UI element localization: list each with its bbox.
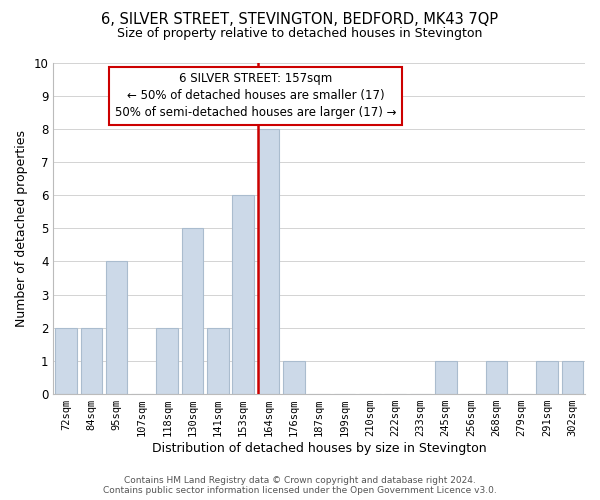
Bar (536, 361, 558, 394)
Text: Contains HM Land Registry data © Crown copyright and database right 2024.
Contai: Contains HM Land Registry data © Crown c… (103, 476, 497, 495)
Y-axis label: Number of detached properties: Number of detached properties (15, 130, 28, 327)
X-axis label: Distribution of detached houses by size in Stevington: Distribution of detached houses by size … (152, 442, 487, 455)
Bar (485, 361, 507, 394)
Bar (55, 328, 77, 394)
Bar (80, 328, 102, 394)
Text: 6, SILVER STREET, STEVINGTON, BEDFORD, MK43 7QP: 6, SILVER STREET, STEVINGTON, BEDFORD, M… (101, 12, 499, 28)
Bar (232, 195, 254, 394)
Text: Size of property relative to detached houses in Stevington: Size of property relative to detached ho… (118, 28, 482, 40)
Bar (106, 262, 127, 394)
Bar (562, 361, 583, 394)
Text: 6 SILVER STREET: 157sqm
← 50% of detached houses are smaller (17)
50% of semi-de: 6 SILVER STREET: 157sqm ← 50% of detache… (115, 72, 396, 120)
Bar (258, 129, 279, 394)
Bar (207, 328, 229, 394)
Bar (435, 361, 457, 394)
Bar (283, 361, 305, 394)
Bar (157, 328, 178, 394)
Bar (182, 228, 203, 394)
